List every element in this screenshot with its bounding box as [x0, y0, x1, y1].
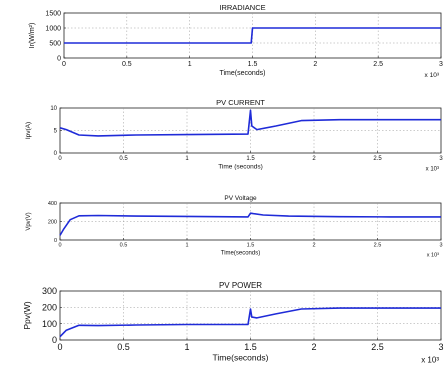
- x-tick-label: 0.5: [119, 156, 128, 162]
- x-tick-label: 1: [185, 243, 188, 249]
- series-line-1: [59, 109, 441, 137]
- x-tick-label: 2: [312, 243, 315, 249]
- x-tick-label: 1.5: [247, 243, 255, 249]
- x-tick-label: 2: [312, 156, 316, 162]
- chart-panel-4: 0 0.5 1 1.5 2 2.5 3 0 100 200 300 PV POWER Time(seco…: [22, 281, 444, 365]
- y-tick-label: 200: [42, 302, 57, 312]
- x-exponent-label: x 10³: [425, 72, 440, 79]
- y-tick-label: 400: [48, 201, 57, 207]
- x-tick-label: 2.5: [371, 342, 384, 352]
- x-tick-label: 1: [185, 156, 189, 162]
- y-tick-label: 5: [54, 129, 58, 135]
- x-axis-label: Time(seconds): [219, 70, 265, 77]
- x-tick-label: 1.5: [246, 156, 255, 162]
- chart-panel-2: 0 0.5 1 1.5 2 2.5 3 0 5 10 PV CURRENT Time (seconds…: [25, 98, 443, 173]
- x-exponent-label: x 10³: [427, 253, 439, 259]
- series-line-1: [59, 307, 441, 338]
- x-axis-label: Time(seconds): [221, 251, 260, 257]
- y-axis-label: Ppv(W): [22, 301, 32, 330]
- x-tick-label: 1: [188, 61, 192, 68]
- y-tick-label: 0: [54, 151, 58, 157]
- y-axis-label: Vpv(V): [26, 212, 32, 230]
- y-tick-label: 0: [57, 55, 61, 62]
- x-tick-label: 3: [438, 342, 443, 352]
- chart-title: PV CURRENT: [216, 98, 265, 107]
- x-tick-label: 0: [58, 243, 61, 249]
- x-exponent-label: x 10³: [426, 167, 439, 173]
- y-tick-label: 0: [52, 335, 57, 345]
- chart-title: PV POWER: [219, 281, 262, 290]
- y-tick-label: 300: [42, 286, 57, 296]
- y-axis-label: Ipv(A): [25, 122, 32, 139]
- x-tick-label: 0: [62, 61, 66, 68]
- x-tick-label: 0.5: [117, 342, 130, 352]
- x-tick-label: 2.5: [373, 61, 383, 68]
- x-tick-label: 1: [184, 342, 189, 352]
- x-axis-label: Time(seconds): [213, 353, 269, 363]
- x-tick-label: 0.5: [120, 243, 128, 249]
- series-line-1: [64, 27, 441, 44]
- y-tick-label: 10: [50, 106, 57, 112]
- x-tick-label: 0: [58, 156, 62, 162]
- x-tick-label: 1.5: [244, 342, 257, 352]
- chart-title: IRRADIANCE: [219, 3, 265, 12]
- x-tick-label: 2: [311, 342, 316, 352]
- y-tick-label: 1000: [45, 25, 61, 32]
- chart-panel-3: 0 0.5 1 1.5 2 2.5 3 0 200 400 PV Voltage Time(secon…: [26, 195, 443, 259]
- x-tick-label: 2.5: [374, 243, 382, 249]
- chart-panel-1: 0 0.5 1 1.5 2 2.5 3 0 500 1000 1500 IRRADIANCE Time(…: [29, 3, 443, 79]
- y-tick-label: 500: [49, 40, 61, 47]
- x-axis-label: Time (seconds): [218, 164, 263, 171]
- series-line-1: [59, 212, 441, 236]
- x-tick-label: 2: [313, 61, 317, 68]
- x-tick-label: 3: [439, 61, 443, 68]
- y-tick-label: 100: [42, 319, 57, 329]
- y-axis-label: Ir(W/m²): [29, 23, 36, 49]
- y-tick-label: 200: [48, 219, 57, 225]
- x-tick-label: 0.5: [122, 61, 132, 68]
- x-tick-label: 0: [57, 342, 62, 352]
- x-tick-label: 3: [439, 243, 442, 249]
- y-tick-label: 0: [54, 238, 57, 244]
- x-tick-label: 1.5: [248, 61, 258, 68]
- x-exponent-label: x 10³: [421, 356, 439, 365]
- chart-title: PV Voltage: [224, 195, 257, 202]
- y-tick-label: 1500: [45, 10, 61, 17]
- x-tick-label: 3: [439, 156, 443, 162]
- x-tick-label: 2.5: [373, 156, 382, 162]
